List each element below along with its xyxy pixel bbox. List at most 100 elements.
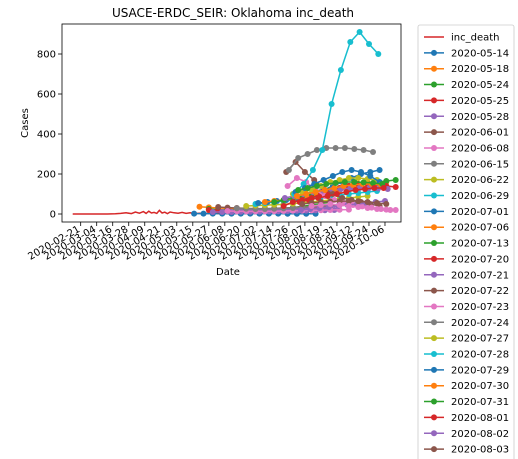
data-point [284,183,291,189]
y-axis-label: Cases [20,108,31,138]
legend-label: 2020-07-31 [451,397,509,408]
legend-marker [431,366,437,373]
legend-item: 2020-07-20 [424,254,509,265]
legend-label: 2020-07-30 [451,381,509,392]
legend-marker [431,144,437,151]
data-point [376,167,383,173]
data-point [351,146,358,152]
legend-marker [431,414,437,421]
data-point [293,175,300,181]
data-point [332,145,339,151]
legend-label: 2020-06-22 [451,175,509,186]
data-point [271,199,278,205]
legend-marker [431,176,437,183]
legend-item: inc_death [424,33,500,44]
data-point [295,155,302,161]
data-point [321,187,328,193]
data-point [329,173,336,179]
legend-marker [431,398,437,405]
data-point [297,207,304,213]
data-point [360,179,367,186]
data-point [312,189,319,195]
data-point [374,200,380,206]
legend-label: 2020-05-24 [451,80,509,91]
legend-item: 2020-05-24 [424,80,509,91]
legend-item: 2020-08-03 [424,445,509,456]
legend-label: 2020-05-18 [451,64,509,75]
legend-marker [431,160,437,167]
data-point [219,209,226,215]
data-point [336,202,343,208]
data-point [345,175,352,181]
legend-marker [431,271,437,278]
data-point [339,169,346,175]
data-point [317,202,324,208]
series-2020-08-01 [296,185,387,205]
legend-item: 2020-08-02 [424,429,509,440]
data-point [243,203,250,209]
legend-item: 2020-05-28 [424,112,509,123]
data-point [341,145,348,151]
series-2020-08-10 [308,201,399,213]
data-point [200,210,207,217]
data-point [392,184,399,190]
chart-title: USACE-ERDC_SEIR: Oklahoma inc_death [112,6,354,20]
legend-item: 2020-05-25 [424,96,509,107]
legend-item: 2020-07-13 [424,239,509,250]
legend-label: 2020-07-29 [451,365,509,376]
data-point [313,183,320,189]
legend-label: 2020-08-01 [451,413,509,424]
legend-marker [431,287,437,294]
series-line [298,181,383,191]
legend-marker [431,430,437,437]
legend-item: 2020-05-18 [424,64,509,75]
data-point [345,198,352,204]
legend-marker [431,224,437,231]
data-point [303,191,310,197]
data-point [324,193,331,199]
legend-marker [431,335,437,342]
data-point [364,205,371,211]
data-point [374,206,380,212]
data-point [313,147,320,153]
legend-item: 2020-07-23 [424,302,509,313]
legend-marker [431,65,437,72]
data-point [281,195,288,201]
legend-marker [431,129,437,136]
legend-item: 2020-07-06 [424,223,509,234]
y-tick-label: 200 [37,170,56,181]
data-point [341,179,348,185]
data-point [375,51,382,57]
series-line [299,187,384,203]
legend-marker [431,351,437,357]
data-point [285,167,292,173]
data-point [323,181,330,187]
legend-item: 2020-05-14 [424,48,509,59]
data-point [355,204,362,210]
data-point [301,169,308,175]
legend-label: 2020-06-29 [451,191,509,202]
data-point [304,185,311,191]
data-point [233,205,240,212]
data-point [366,41,372,47]
series-line [288,147,374,171]
legend-item: 2020-07-22 [424,286,509,297]
legend-marker [431,192,437,199]
legend-label: 2020-08-03 [451,445,509,456]
data-point [215,204,222,210]
plot-area [72,29,399,217]
legend-label: 2020-08-02 [451,429,509,440]
data-point [345,203,352,209]
series-line [302,200,387,205]
legend-marker [431,319,437,326]
legend-item: 2020-07-29 [424,365,509,376]
legend-marker [431,303,437,310]
y-tick-label: 800 [37,50,56,61]
data-point [364,199,371,205]
y-tick-label: 600 [37,90,56,101]
data-point [355,198,362,205]
legend-marker [431,382,437,389]
legend-label: 2020-05-28 [451,112,509,123]
data-point [331,185,338,191]
